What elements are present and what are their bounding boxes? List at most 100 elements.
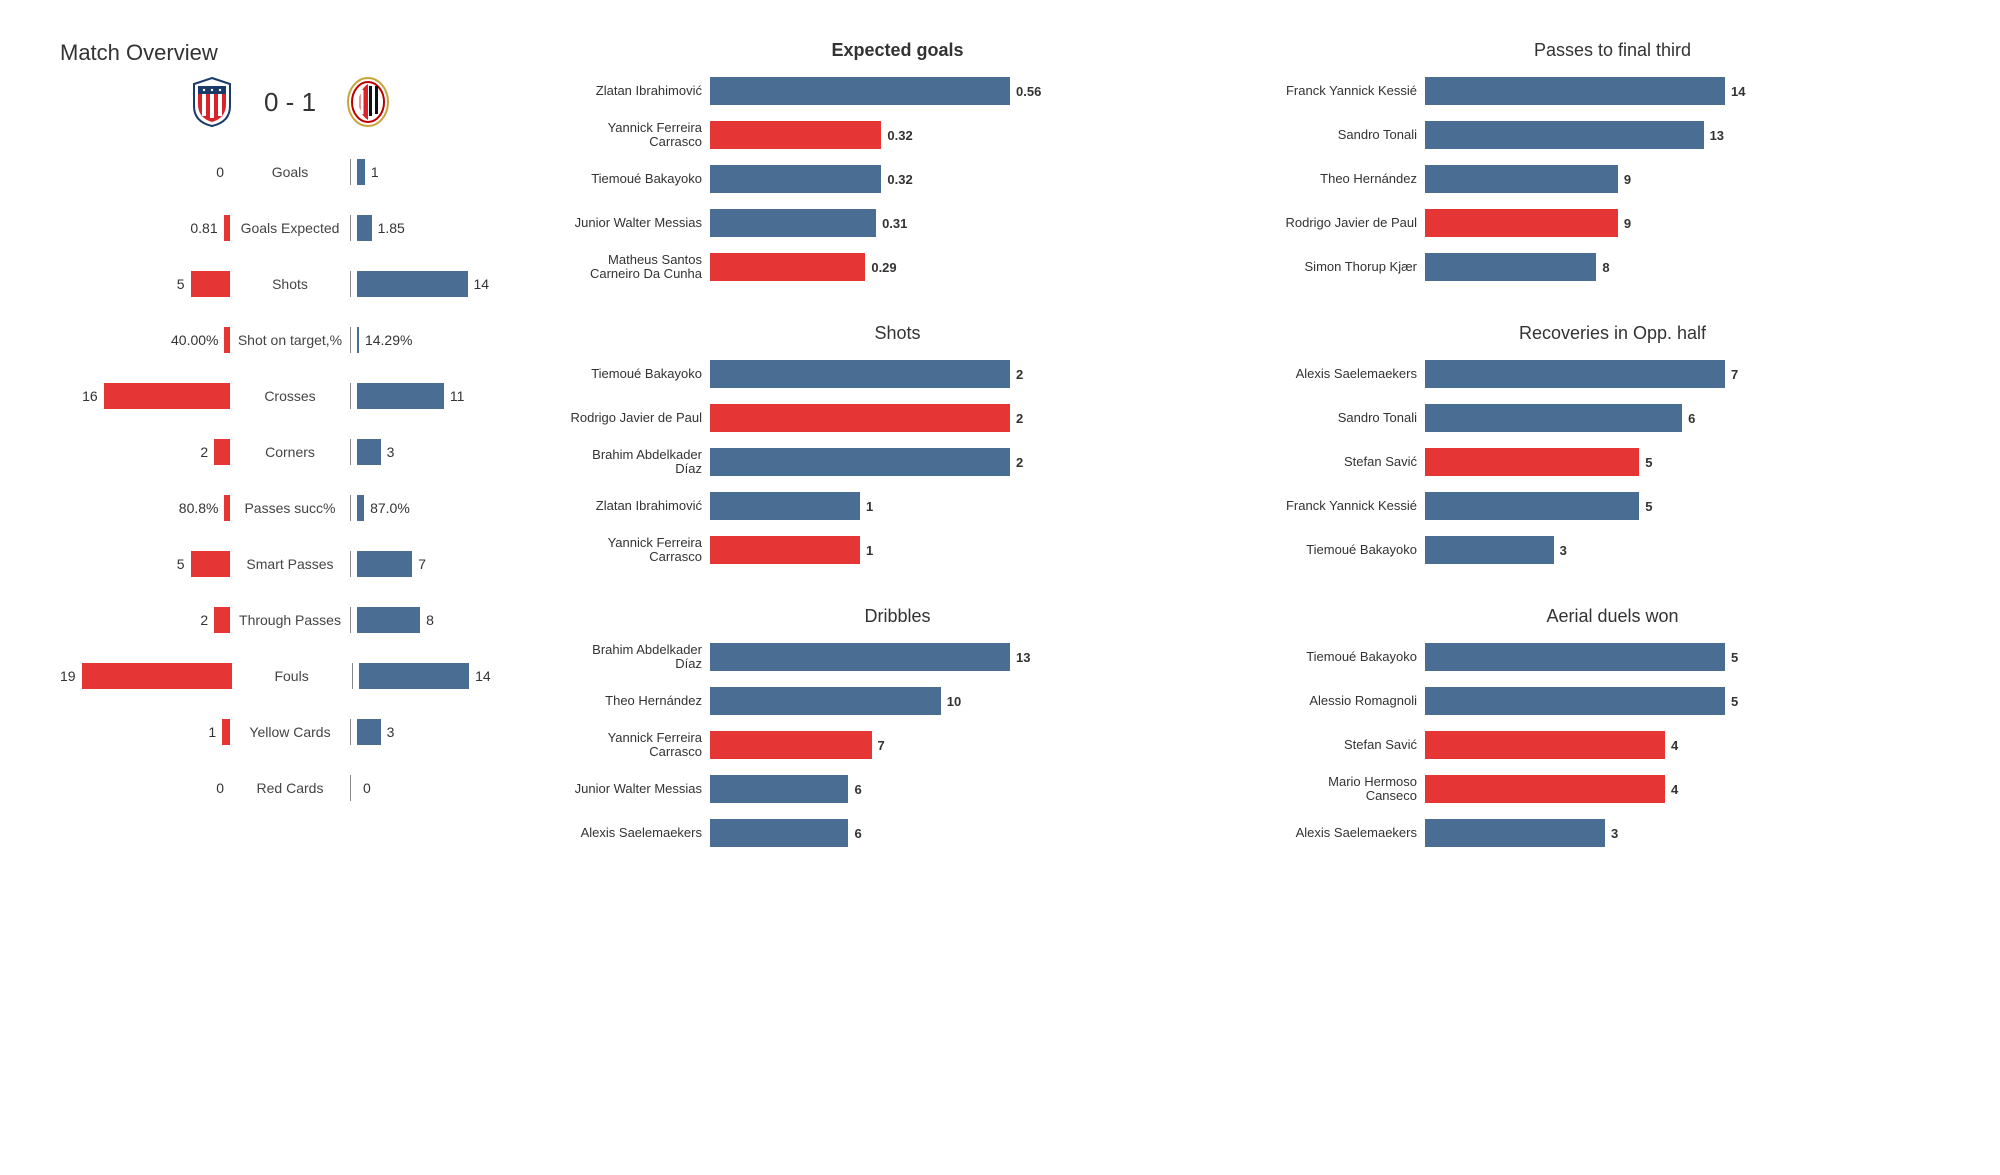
player-row: Yannick Ferreira Carrasco1 — [570, 532, 1225, 568]
player-label: Zlatan Ibrahimović — [570, 84, 710, 98]
player-row: Junior Walter Messias6 — [570, 771, 1225, 807]
stat-bar-a — [214, 439, 230, 465]
stat-value-a: 5 — [177, 276, 185, 292]
player-bar — [710, 77, 1010, 105]
player-value: 3 — [1611, 826, 1618, 841]
bar-area: 6 — [710, 775, 1225, 803]
player-bar — [1425, 448, 1639, 476]
player-label: Stefan Savić — [1285, 738, 1425, 752]
player-bar — [710, 687, 941, 715]
player-chart: Recoveries in Opp. halfAlexis Saelemaeke… — [1285, 323, 1940, 576]
bar-area: 14 — [1425, 77, 1940, 105]
stat-label: Shots — [230, 276, 350, 292]
player-bar — [710, 731, 872, 759]
bar-area: 4 — [1425, 775, 1940, 803]
player-bar — [710, 209, 876, 237]
player-chart: ShotsTiemoué Bakayoko2Rodrigo Javier de … — [570, 323, 1225, 576]
chart-title: Shots — [570, 323, 1225, 344]
player-value: 1 — [866, 543, 873, 558]
player-value: 2 — [1016, 367, 1023, 382]
stat-bar-a — [222, 719, 230, 745]
player-bar — [1425, 687, 1725, 715]
player-value: 0.32 — [887, 172, 912, 187]
player-chart: Passes to final thirdFranck Yannick Kess… — [1285, 40, 1940, 293]
axis-separator — [350, 383, 351, 409]
player-value: 6 — [854, 782, 861, 797]
stat-value-b: 1.85 — [378, 220, 405, 236]
player-row: Alexis Saelemaekers7 — [1285, 356, 1940, 392]
stat-label: Shot on target,% — [230, 332, 350, 348]
player-bar — [710, 643, 1010, 671]
player-value: 7 — [1731, 367, 1738, 382]
player-bar — [710, 775, 848, 803]
bar-area: 2 — [710, 404, 1225, 432]
player-bar — [710, 404, 1010, 432]
axis-separator — [350, 327, 351, 353]
stat-row: 2Corners3 — [60, 424, 520, 480]
bar-area: 13 — [1425, 121, 1940, 149]
player-bar — [1425, 819, 1605, 847]
player-value: 0.32 — [887, 128, 912, 143]
chart-title: Aerial duels won — [1285, 606, 1940, 627]
bar-area: 9 — [1425, 165, 1940, 193]
stat-value-b: 0 — [363, 780, 371, 796]
player-bar — [1425, 492, 1639, 520]
player-label: Alexis Saelemaekers — [1285, 826, 1425, 840]
player-value: 3 — [1560, 543, 1567, 558]
stat-bar-b — [359, 663, 470, 689]
team-b-crest-icon — [346, 76, 390, 128]
stat-label: Red Cards — [230, 780, 350, 796]
player-row: Brahim Abdelkader Díaz13 — [570, 639, 1225, 675]
bar-area: 1 — [710, 536, 1225, 564]
stat-row: 19Fouls14 — [60, 648, 520, 704]
axis-separator — [350, 495, 351, 521]
stat-value-a: 80.8% — [179, 500, 219, 516]
stat-bar-a — [82, 663, 232, 689]
player-bar — [710, 360, 1010, 388]
player-bar — [1425, 643, 1725, 671]
bar-area: 0.32 — [710, 165, 1225, 193]
stat-value-a: 0 — [216, 164, 224, 180]
player-label: Franck Yannick Kessié — [1285, 499, 1425, 513]
player-bar — [1425, 209, 1618, 237]
stat-value-a: 16 — [82, 388, 98, 404]
player-row: Tiemoué Bakayoko0.32 — [570, 161, 1225, 197]
player-bar — [1425, 536, 1554, 564]
player-row: Brahim Abdelkader Díaz2 — [570, 444, 1225, 480]
player-row: Sandro Tonali6 — [1285, 400, 1940, 436]
bar-area: 5 — [1425, 687, 1940, 715]
stat-row: 2Through Passes8 — [60, 592, 520, 648]
overview-title: Match Overview — [60, 40, 520, 66]
bar-area: 6 — [1425, 404, 1940, 432]
player-label: Brahim Abdelkader Díaz — [570, 643, 710, 672]
stat-label: Through Passes — [230, 612, 350, 628]
player-row: Theo Hernández10 — [570, 683, 1225, 719]
player-value: 5 — [1731, 694, 1738, 709]
player-label: Theo Hernández — [570, 694, 710, 708]
bar-area: 3 — [1425, 819, 1940, 847]
stat-label: Goals — [230, 164, 350, 180]
bar-area: 10 — [710, 687, 1225, 715]
score-row: 0 - 1 — [60, 76, 520, 128]
axis-separator — [352, 663, 353, 689]
player-value: 5 — [1645, 499, 1652, 514]
stat-label: Crosses — [230, 388, 350, 404]
stat-label: Passes succ% — [230, 500, 350, 516]
bar-area: 0.31 — [710, 209, 1225, 237]
player-row: Alexis Saelemaekers 3 — [1285, 815, 1940, 851]
chart-title: Passes to final third — [1285, 40, 1940, 61]
player-bar — [1425, 775, 1665, 803]
player-bar — [710, 492, 860, 520]
player-bar — [710, 819, 848, 847]
bar-area: 2 — [710, 360, 1225, 388]
player-row: Alessio Romagnoli5 — [1285, 683, 1940, 719]
player-bar — [710, 121, 881, 149]
stat-bar-a — [104, 383, 230, 409]
player-chart: Aerial duels wonTiemoué Bakayoko5Alessio… — [1285, 606, 1940, 859]
player-label: Zlatan Ibrahimović — [570, 499, 710, 513]
stat-value-b: 14.29% — [365, 332, 412, 348]
player-label: Rodrigo Javier de Paul — [570, 411, 710, 425]
stat-value-b: 14 — [474, 276, 490, 292]
team-a-crest-icon — [190, 76, 234, 128]
stat-row: 0Red Cards0 — [60, 760, 520, 816]
